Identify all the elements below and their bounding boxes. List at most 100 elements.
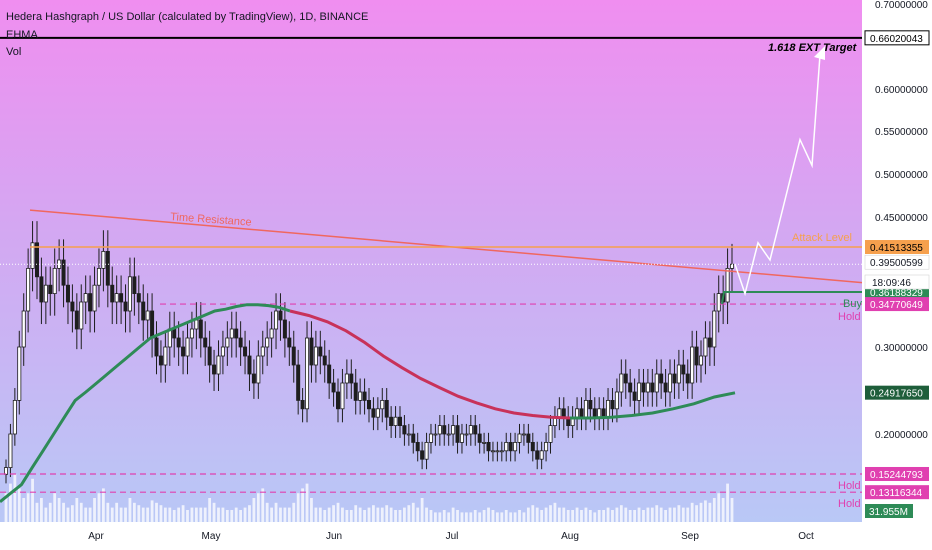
candle-body [318, 346, 323, 357]
candle-body [451, 425, 456, 435]
volume-bar [243, 507, 247, 522]
price-tag: 0.15244793 [865, 466, 929, 481]
volume-bar [473, 510, 477, 522]
candle-body [499, 450, 504, 453]
candle [725, 248, 730, 325]
buy-line[interactable] [721, 291, 862, 305]
candle [251, 359, 256, 399]
price-tag-box [865, 466, 929, 481]
candle-body [127, 276, 132, 312]
candle [490, 441, 495, 462]
candle [712, 293, 717, 366]
volume-bar [177, 507, 181, 522]
candle-body [380, 399, 385, 410]
candle [362, 378, 367, 415]
volume-bar [411, 502, 415, 522]
candle [663, 368, 668, 407]
candle-body [34, 242, 39, 278]
candle [220, 330, 225, 375]
volume-bar [155, 502, 158, 522]
volume-bar [518, 510, 521, 522]
candle [158, 340, 163, 383]
candle-body [229, 328, 234, 339]
candle-body [428, 433, 433, 443]
candle-body [424, 441, 429, 460]
candle-body [663, 382, 668, 393]
candle [269, 311, 274, 358]
candle [229, 311, 234, 358]
candle-body [654, 373, 659, 393]
attack-level-label: Attack Level [792, 232, 852, 244]
candle [459, 423, 464, 454]
volume-bar [97, 493, 101, 522]
price-tag-box [864, 254, 930, 270]
candle-body [105, 250, 110, 286]
candle-body [185, 337, 190, 357]
price-tag-text: 0.34770649 [870, 300, 923, 311]
volume-bar [580, 510, 583, 522]
volume-bar [677, 505, 681, 522]
candle [397, 406, 402, 438]
candle [70, 284, 75, 333]
candle [185, 321, 190, 375]
volume-bar [159, 505, 163, 522]
candle [358, 378, 363, 415]
candle [318, 330, 323, 375]
volume-bar [57, 498, 61, 522]
volume-bar [287, 507, 291, 522]
volume-bar [301, 488, 304, 522]
candle [331, 368, 336, 407]
candle [119, 275, 124, 325]
indicator-vol[interactable]: Vol [6, 46, 21, 58]
price-tag-text: 0.15244793 [870, 470, 923, 481]
candle-body [269, 328, 274, 339]
candle-body [681, 364, 686, 375]
volume-bar [619, 505, 623, 522]
candle [322, 340, 327, 383]
price-tag-text: 0.66020043 [870, 34, 923, 45]
candle-body [371, 408, 376, 418]
volume-bar [535, 507, 539, 522]
y-tick-label: 0.60000000 [875, 85, 928, 96]
volume-bar [354, 505, 358, 522]
volume-bar [194, 507, 198, 522]
time-axis[interactable] [0, 522, 862, 550]
candle-body [220, 346, 225, 357]
volume-bar [172, 510, 176, 522]
volume-bar [566, 510, 570, 522]
candle-body [172, 328, 177, 339]
price-tag-text: 0.24917650 [870, 389, 923, 400]
volume-bar [363, 510, 366, 522]
volume-bar [469, 512, 473, 522]
candle-body [548, 425, 553, 443]
candle-body [637, 382, 642, 401]
volume-bar [389, 507, 393, 522]
volume-bar [146, 507, 150, 522]
price-tag: 0.39500599 [864, 254, 930, 270]
x-tick-label: Jun [326, 531, 342, 542]
volume-bar [597, 510, 601, 522]
volume-bar [673, 507, 676, 522]
countdown-text: 18:09:46 [872, 278, 911, 289]
candle-body [154, 337, 159, 357]
volume-bar [380, 507, 384, 522]
volume-bar [704, 500, 707, 522]
volume-bar [730, 498, 734, 522]
candle-body [420, 450, 425, 460]
candle-body [535, 450, 540, 460]
candle-body [579, 408, 584, 418]
candle [504, 432, 509, 462]
candle-body [282, 319, 287, 339]
candle-body [389, 416, 394, 427]
candle-body [176, 337, 181, 348]
candle [52, 248, 57, 316]
candle [716, 275, 721, 333]
indicator-ehma[interactable]: EHMA [6, 29, 38, 41]
candle [486, 432, 491, 462]
header: Hedera Hashgraph / US Dollar (calculated… [6, 11, 368, 58]
candle-body [650, 382, 655, 393]
candle-body [694, 346, 699, 366]
candle-body [8, 433, 13, 468]
